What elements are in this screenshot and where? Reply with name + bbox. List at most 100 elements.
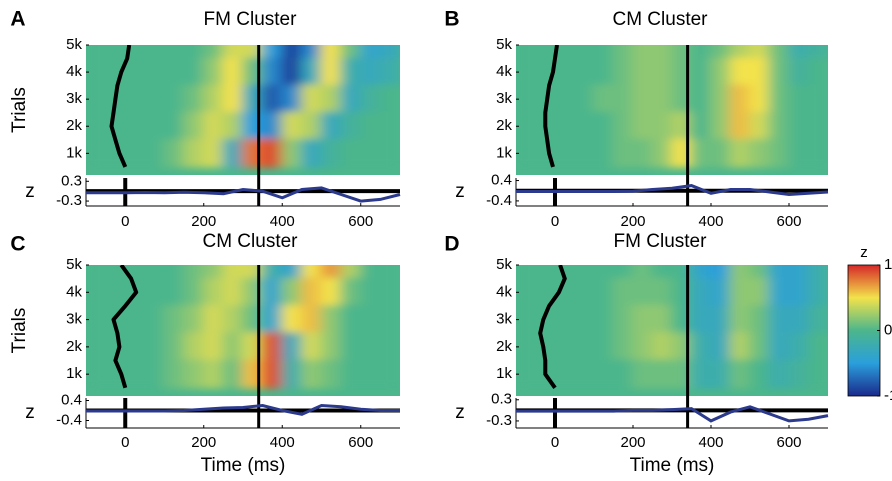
z-axis-label: z bbox=[25, 181, 35, 202]
y-tick-label: 2k bbox=[66, 338, 82, 355]
heatmap-cell bbox=[124, 332, 146, 362]
y-tick-label: 1k bbox=[496, 365, 512, 382]
x-tick-label: 200 bbox=[191, 213, 216, 230]
heatmap-cell bbox=[261, 277, 284, 307]
heatmap-cell bbox=[768, 277, 790, 307]
heatmap-cell bbox=[104, 265, 127, 280]
heatmap-cell bbox=[222, 265, 244, 280]
heatmap-cell bbox=[632, 138, 654, 168]
heatmap-cell bbox=[222, 359, 244, 389]
heatmap-cell bbox=[281, 138, 303, 168]
heatmap-cell bbox=[729, 111, 751, 141]
heatmap-cell bbox=[729, 57, 751, 87]
heatmap-cell bbox=[261, 304, 284, 335]
heatmap-cell bbox=[612, 84, 634, 114]
heatmap-cell bbox=[573, 277, 595, 307]
heatmap-cell bbox=[86, 359, 107, 389]
heatmap-cell bbox=[281, 111, 303, 141]
panel-title: CM Cluster bbox=[612, 9, 708, 30]
heatmap-cells bbox=[86, 265, 400, 389]
heatmap-cell bbox=[573, 111, 595, 141]
heatmap-cell bbox=[183, 304, 205, 335]
heatmap-cell bbox=[632, 265, 654, 280]
y-tick-label: 2k bbox=[496, 117, 512, 134]
heatmap-cell bbox=[710, 332, 732, 362]
heatmap-cell bbox=[379, 277, 400, 307]
heatmap-cell bbox=[143, 111, 166, 141]
heatmap-cell bbox=[749, 332, 771, 362]
heatmap-cell bbox=[729, 84, 751, 114]
y-tick-label: 3k bbox=[496, 311, 512, 328]
heatmap-cell bbox=[554, 138, 576, 168]
heatmap-cell bbox=[573, 138, 595, 168]
heatmap-cell bbox=[222, 57, 244, 87]
heatmap-cell bbox=[516, 45, 537, 60]
heatmap-cell bbox=[222, 332, 244, 362]
panel-label: B bbox=[444, 8, 459, 31]
heatmap-cell bbox=[768, 111, 790, 141]
heatmap-cell bbox=[222, 45, 244, 60]
heatmap-cell bbox=[768, 45, 790, 60]
heatmap-cell bbox=[261, 84, 284, 114]
heatmap-cell bbox=[593, 111, 615, 141]
heatmap-cell bbox=[690, 45, 712, 60]
heatmap-cell bbox=[516, 84, 537, 114]
heatmap-cell bbox=[261, 359, 284, 389]
heatmap-cell bbox=[281, 304, 303, 335]
z-axis-label: z bbox=[455, 402, 465, 423]
heatmap-cell bbox=[710, 84, 732, 114]
heatmap-cell bbox=[163, 304, 186, 335]
x-tick-label: 200 bbox=[191, 434, 216, 451]
heatmap-cell bbox=[359, 45, 382, 60]
y-tick-label: 3k bbox=[66, 311, 82, 328]
heatmap-cell bbox=[340, 138, 362, 168]
heatmap-cell bbox=[710, 138, 732, 168]
heatmap-cell bbox=[710, 277, 732, 307]
heatmap-cell bbox=[242, 332, 264, 362]
y-axis-label: Trials bbox=[9, 87, 30, 133]
panel-title: CM Cluster bbox=[202, 231, 298, 252]
heatmap-cell bbox=[222, 277, 244, 307]
heatmap-cell bbox=[516, 359, 537, 389]
heatmap-cell bbox=[183, 111, 205, 141]
heatmap-cell bbox=[593, 332, 615, 362]
heatmap-cell bbox=[300, 45, 323, 60]
heatmap-cell bbox=[632, 304, 654, 335]
heatmap-cell bbox=[710, 265, 732, 280]
heatmap-cell bbox=[163, 359, 186, 389]
heatmap-cell bbox=[593, 277, 615, 307]
heatmap-cell bbox=[554, 332, 576, 362]
heatmap-cell bbox=[651, 84, 673, 114]
x-tick-label: 0 bbox=[551, 434, 559, 451]
heatmap-cell bbox=[554, 45, 576, 60]
panel-title: FM Cluster bbox=[614, 231, 708, 252]
heatmap-cell bbox=[242, 277, 264, 307]
heatmap-cell bbox=[143, 277, 166, 307]
y-tick-label: 2k bbox=[496, 338, 512, 355]
heatmap-cell bbox=[749, 84, 771, 114]
heatmap-cell bbox=[379, 265, 400, 280]
heatmap-cell bbox=[651, 45, 673, 60]
y-tick-label: 5k bbox=[496, 256, 512, 273]
heatmap-cell bbox=[359, 332, 382, 362]
heatmap-cell bbox=[710, 57, 732, 87]
heatmap-cell bbox=[710, 359, 732, 389]
heatmap-cell bbox=[202, 332, 225, 362]
x-axis-label: Time (ms) bbox=[630, 455, 715, 476]
colorbar bbox=[847, 264, 881, 397]
heatmap-cell bbox=[651, 277, 673, 307]
heatmap-cell bbox=[612, 265, 634, 280]
heatmap-cell bbox=[242, 265, 264, 280]
heatmap-cell bbox=[768, 332, 790, 362]
heatmap-cell bbox=[768, 84, 790, 114]
heatmap-cell bbox=[359, 277, 382, 307]
heatmap-cell bbox=[379, 57, 400, 87]
heatmap-cell bbox=[729, 332, 751, 362]
heatmap-cell bbox=[124, 111, 146, 141]
z-axis-label: z bbox=[25, 402, 35, 423]
heatmap-cell bbox=[300, 57, 323, 87]
heatmap-cell bbox=[281, 84, 303, 114]
heatmap-cell bbox=[359, 84, 382, 114]
heatmap-cell bbox=[554, 277, 576, 307]
